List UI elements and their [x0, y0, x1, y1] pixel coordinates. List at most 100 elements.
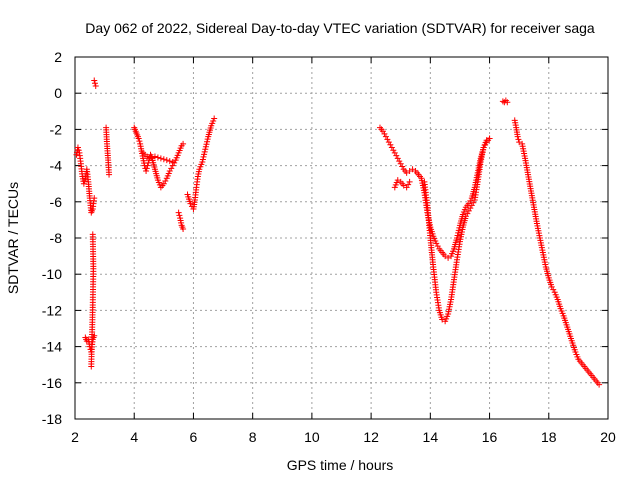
- data-point-11-14-1: [464, 210, 471, 217]
- data-point-7-end: [180, 225, 187, 232]
- y-tick-label-9: -16: [42, 375, 62, 391]
- data-point-9-2-1: [384, 136, 391, 143]
- data-point-3-end: [92, 82, 99, 89]
- data-point-9-26-4: [456, 224, 463, 231]
- data-point-9-19-1: [434, 243, 441, 250]
- y-tick-label-1: 0: [54, 85, 62, 101]
- y-tick-label-5: -8: [50, 230, 63, 246]
- data-point-9-4-0: [388, 144, 395, 151]
- data-point-9-5-0: [391, 149, 398, 156]
- data-point-8-7-1: [199, 156, 206, 163]
- data-point-6-end: [169, 158, 176, 165]
- data-point-6-2-0: [151, 153, 158, 160]
- axis-ticks: [74, 56, 609, 420]
- data-point-9-7-0: [397, 160, 404, 167]
- data-point-9-6-0: [394, 155, 401, 162]
- data-point-8-7-0: [199, 158, 206, 165]
- data-point-9-2-0: [382, 133, 389, 140]
- x-tick-label-9: 20: [600, 429, 616, 445]
- data-point-8-8-2: [203, 141, 210, 148]
- data-point-2-end: [88, 363, 95, 370]
- data-point-8-7-4: [201, 148, 208, 155]
- data-point-11-16-0: [468, 202, 475, 209]
- x-tick-labels: 2 4 6 8 10 12 14 16 18 20: [71, 429, 616, 445]
- data-point-9-26-3: [455, 227, 462, 234]
- data-point-0-5-1: [81, 177, 88, 184]
- data-point-5-16-0: [160, 180, 167, 187]
- data-point-9-1-0: [379, 128, 386, 135]
- data-point-9-6-1: [396, 158, 403, 165]
- x-tick-label-7: 16: [482, 429, 498, 445]
- data-point-3-0-1: [91, 80, 98, 87]
- data-point-8-7-3: [201, 151, 208, 158]
- y-tick-label-6: -10: [42, 266, 62, 282]
- y-tick-label-8: -14: [42, 339, 62, 355]
- data-point-13-2-1: [515, 136, 522, 143]
- data-point-10-4-0: [403, 184, 410, 191]
- data-point-5-8-1: [143, 165, 150, 172]
- data-point-0-1-1: [75, 147, 82, 154]
- chart-title: Day 062 of 2022, Sidereal Day-to-day VTE…: [85, 20, 595, 36]
- x-tick-label-2: 6: [190, 429, 198, 445]
- data-point-9-1-1: [381, 130, 388, 137]
- data-point-4-end: [106, 171, 113, 178]
- x-tick-label-4: 10: [304, 429, 320, 445]
- data-point-7-0-0: [175, 209, 182, 216]
- data-point-13-14-1: [550, 286, 557, 293]
- data-point-7-0-1: [176, 212, 183, 219]
- data-point-9-19-0: [433, 240, 440, 247]
- data-point-12-end: [504, 99, 511, 106]
- data-point-13-2-0: [514, 133, 521, 140]
- data-point-11-15-0: [465, 207, 472, 214]
- data-point-6-1-1: [148, 154, 155, 161]
- x-tick-label-3: 8: [249, 429, 257, 445]
- data-point-6-3-1: [160, 156, 167, 163]
- data-point-5-9-0: [144, 162, 151, 169]
- y-tick-label-3: -4: [50, 158, 63, 174]
- data-point-8-8-0: [202, 146, 209, 153]
- y-tick-label-7: -12: [42, 302, 62, 318]
- data-point-6-4-1: [166, 158, 173, 165]
- data-point-9-5-1: [393, 152, 400, 159]
- data-point-0-5-0: [80, 180, 87, 187]
- data-point-5-end: [180, 140, 187, 147]
- y-tick-label-4: -6: [50, 194, 63, 210]
- data-point-9-26-2: [455, 229, 462, 236]
- data-point-6-2-1: [154, 154, 161, 161]
- x-tick-label-6: 14: [423, 429, 439, 445]
- data-point-9-7-1: [399, 163, 406, 170]
- data-point-8-end: [211, 115, 218, 122]
- data-point-9-26-0: [453, 235, 460, 241]
- data-point-13-14-0: [548, 283, 555, 290]
- data-point-10-4-1: [405, 181, 412, 188]
- data-point-5-8-0: [143, 168, 150, 175]
- data-point-0-end: [91, 195, 98, 202]
- grid-lines: [75, 57, 608, 419]
- y-axis-label: SDTVAR / TECUs: [5, 182, 21, 294]
- x-tick-label-5: 12: [363, 429, 379, 445]
- data-point-8-7-2: [200, 153, 207, 160]
- data-point-8-1-0: [187, 200, 194, 207]
- data-point-5-16-1: [162, 177, 169, 184]
- data-point-11-15-1: [467, 205, 474, 212]
- data-point-6-4-0: [163, 157, 170, 164]
- x-tick-label-0: 2: [71, 429, 79, 445]
- data-point-5-18-1: [168, 165, 175, 172]
- data-point-8-8-3: [204, 138, 211, 145]
- data-point-9-3-1: [387, 141, 394, 148]
- data-point-10-end: [406, 178, 413, 185]
- data-point-12-0-0: [499, 98, 506, 105]
- data-point-9-26-1: [454, 232, 461, 239]
- data-point-5-18-0: [166, 168, 173, 175]
- y-tick-label-2: -2: [50, 121, 63, 137]
- data-point-5-19-1: [171, 159, 178, 166]
- x-tick-label-1: 4: [130, 429, 138, 445]
- data-point-5-3-0: [135, 135, 142, 142]
- data-point-11-end: [486, 135, 493, 142]
- data-point-11-16-1: [470, 199, 477, 206]
- data-points: [73, 77, 603, 388]
- y-tick-label-0: 2: [54, 49, 62, 65]
- data-point-6-1-0: [146, 155, 153, 162]
- data-point-11-14-0: [462, 213, 469, 220]
